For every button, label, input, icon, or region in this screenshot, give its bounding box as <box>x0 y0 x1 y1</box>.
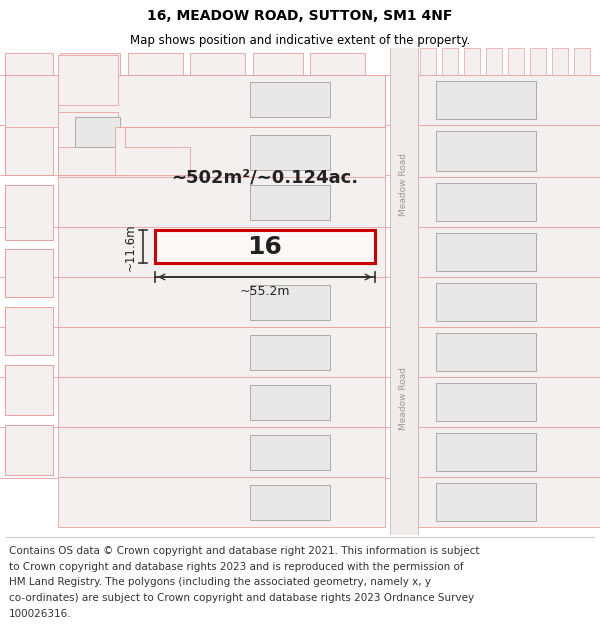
Bar <box>418 477 600 527</box>
Bar <box>60 53 120 80</box>
Text: HM Land Registry. The polygons (including the associated geometry, namely x, y: HM Land Registry. The polygons (includin… <box>9 578 431 587</box>
Bar <box>418 327 600 377</box>
Text: Map shows position and indicative extent of the property.: Map shows position and indicative extent… <box>130 34 470 47</box>
Bar <box>75 117 120 147</box>
Bar <box>250 285 330 320</box>
Bar <box>436 131 536 171</box>
Bar <box>436 183 536 221</box>
Bar <box>250 82 330 117</box>
Bar <box>418 277 600 327</box>
Text: co-ordinates) are subject to Crown copyright and database rights 2023 Ordnance S: co-ordinates) are subject to Crown copyr… <box>9 593 474 603</box>
Bar <box>190 53 245 80</box>
Text: 16, MEADOW ROAD, SUTTON, SM1 4NF: 16, MEADOW ROAD, SUTTON, SM1 4NF <box>148 9 452 22</box>
Polygon shape <box>486 48 502 75</box>
Polygon shape <box>58 277 385 327</box>
Bar <box>250 135 330 170</box>
Bar <box>58 112 118 147</box>
Bar <box>436 333 536 371</box>
Text: Meadow Road: Meadow Road <box>400 367 409 430</box>
Bar <box>418 177 600 227</box>
Polygon shape <box>442 48 458 75</box>
Bar <box>418 427 600 477</box>
Bar <box>436 81 536 119</box>
Polygon shape <box>58 327 385 377</box>
Text: 100026316.: 100026316. <box>9 609 71 619</box>
Bar <box>418 377 600 427</box>
Bar <box>5 425 53 475</box>
Polygon shape <box>115 127 190 175</box>
Polygon shape <box>574 48 590 75</box>
Text: Contains OS data © Crown copyright and database right 2021. This information is : Contains OS data © Crown copyright and d… <box>9 546 479 556</box>
Polygon shape <box>58 477 385 527</box>
Bar <box>250 185 330 220</box>
Bar <box>418 227 600 277</box>
Bar <box>5 185 53 240</box>
Polygon shape <box>155 230 375 263</box>
Polygon shape <box>58 75 385 127</box>
Text: ~11.6m: ~11.6m <box>124 223 137 271</box>
Bar <box>128 53 183 80</box>
Polygon shape <box>58 177 385 227</box>
Polygon shape <box>530 48 546 75</box>
Bar <box>310 53 365 77</box>
Bar <box>250 385 330 420</box>
Text: ~502m²/~0.124ac.: ~502m²/~0.124ac. <box>172 169 359 187</box>
Polygon shape <box>58 227 385 277</box>
Bar <box>436 283 536 321</box>
Bar <box>5 307 53 355</box>
Bar <box>253 53 303 77</box>
Polygon shape <box>508 48 524 75</box>
Bar <box>250 435 330 470</box>
Bar <box>5 249 53 297</box>
Text: ~55.2m: ~55.2m <box>240 285 290 298</box>
Bar <box>5 365 53 415</box>
Polygon shape <box>420 48 436 75</box>
Bar <box>436 233 536 271</box>
Bar <box>436 383 536 421</box>
Polygon shape <box>58 427 385 477</box>
Polygon shape <box>5 75 58 127</box>
Bar <box>436 483 536 521</box>
Text: 16: 16 <box>248 235 283 259</box>
Bar <box>5 125 53 175</box>
Bar <box>250 485 330 520</box>
Polygon shape <box>464 48 480 75</box>
Bar <box>250 335 330 370</box>
Bar <box>418 125 600 177</box>
Polygon shape <box>58 377 385 427</box>
Polygon shape <box>552 48 568 75</box>
Bar <box>436 433 536 471</box>
Bar <box>418 75 600 125</box>
Text: to Crown copyright and database rights 2023 and is reproduced with the permissio: to Crown copyright and database rights 2… <box>9 561 464 571</box>
Bar <box>390 48 418 535</box>
Bar <box>5 53 53 77</box>
Polygon shape <box>58 127 385 177</box>
Text: Meadow Road: Meadow Road <box>400 153 409 216</box>
Bar <box>5 57 53 115</box>
Bar <box>58 55 118 105</box>
